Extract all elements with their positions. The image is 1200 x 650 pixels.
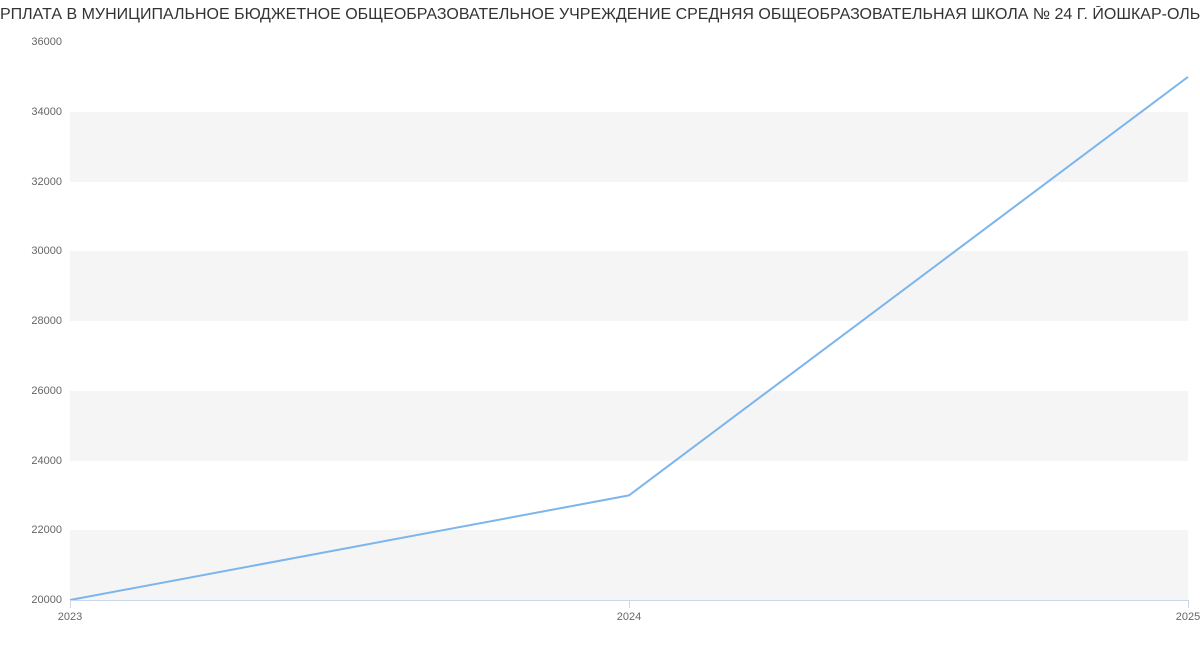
x-tick — [70, 600, 71, 608]
y-tick-label: 20000 — [12, 595, 62, 606]
x-tick-label: 2025 — [1176, 612, 1200, 623]
plot-area — [70, 42, 1188, 600]
series-line — [70, 77, 1188, 600]
y-tick-label: 32000 — [12, 177, 62, 188]
salary-line-chart: РПЛАТА В МУНИЦИПАЛЬНОЕ БЮДЖЕТНОЕ ОБЩЕОБР… — [0, 0, 1200, 650]
y-tick-label: 28000 — [12, 316, 62, 327]
y-tick-label: 30000 — [12, 246, 62, 257]
chart-title: РПЛАТА В МУНИЦИПАЛЬНОЕ БЮДЖЕТНОЕ ОБЩЕОБР… — [0, 6, 1200, 24]
x-tick — [1188, 600, 1189, 608]
y-tick-label: 26000 — [12, 386, 62, 397]
y-tick-label: 22000 — [12, 525, 62, 536]
y-tick-label: 34000 — [12, 107, 62, 118]
x-tick-label: 2023 — [58, 612, 82, 623]
line-series — [70, 42, 1188, 600]
y-tick-label: 36000 — [12, 37, 62, 48]
y-tick-label: 24000 — [12, 456, 62, 467]
x-tick-label: 2024 — [617, 612, 641, 623]
x-tick — [629, 600, 630, 608]
